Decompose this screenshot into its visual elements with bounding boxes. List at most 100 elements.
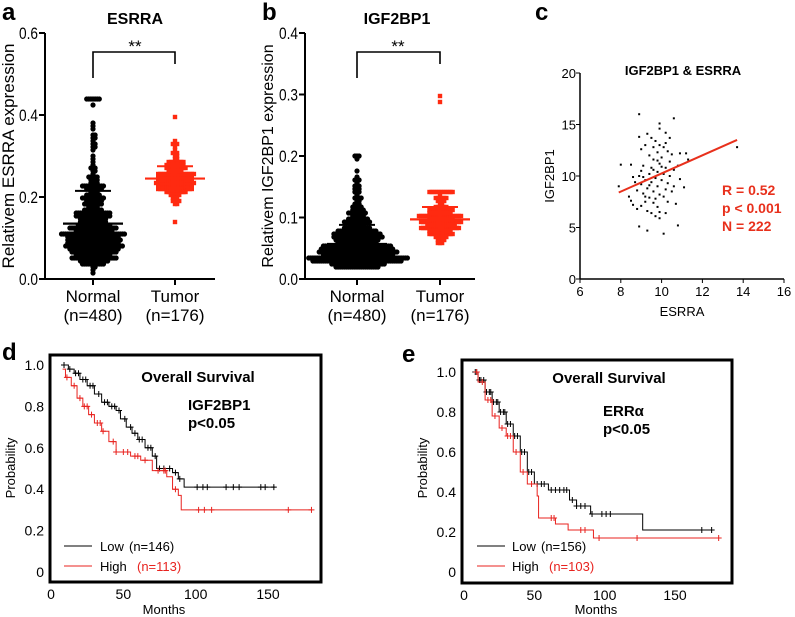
- data-point: [427, 228, 432, 234]
- data-point: [668, 160, 671, 163]
- data-point: [642, 164, 645, 167]
- data-point: [390, 252, 396, 258]
- data-point: [172, 219, 178, 225]
- data-point: [619, 163, 622, 166]
- censor-mark: [715, 535, 722, 541]
- y-tick-label: 0.2: [19, 188, 38, 207]
- data-point: [177, 192, 182, 198]
- data-point: [156, 183, 161, 189]
- panel-label-d: d: [2, 339, 17, 366]
- data-point: [77, 216, 83, 222]
- group-normal: [58, 96, 128, 276]
- data-point: [668, 175, 671, 177]
- data-point: [652, 158, 655, 161]
- censor-mark: [236, 484, 243, 491]
- data-point: [670, 190, 673, 193]
- data-point: [191, 171, 197, 177]
- data-point: [672, 168, 675, 171]
- data-point: [642, 176, 645, 179]
- data-point: [664, 212, 667, 215]
- data-point: [174, 201, 180, 207]
- data-point: [672, 117, 675, 120]
- x-axis-label-e: Months: [575, 602, 618, 617]
- x-sublabel-normal-a: (n=480): [63, 306, 122, 325]
- annotation-gene-e: ERRα: [603, 403, 645, 420]
- data-point: [94, 180, 100, 186]
- censor-mark: [204, 484, 211, 491]
- y-tick-label: 0.2: [279, 147, 298, 166]
- data-point: [156, 174, 161, 180]
- censor-mark: [520, 469, 527, 475]
- data-point: [174, 150, 180, 156]
- censor-mark: [607, 511, 614, 517]
- x-tick-label: 8: [617, 284, 624, 299]
- data-point: [640, 204, 643, 207]
- data-point: [121, 231, 128, 237]
- data-point: [189, 186, 194, 192]
- data-point: [448, 210, 453, 216]
- x-tick-label: 10: [654, 284, 668, 299]
- censor-mark: [131, 430, 138, 437]
- data-point: [103, 216, 109, 222]
- data-point: [191, 180, 197, 186]
- data-point: [394, 249, 400, 255]
- censor-mark: [501, 409, 508, 415]
- x-axis-label-d: Months: [143, 602, 186, 617]
- data-point: [329, 261, 335, 267]
- censor-mark: [71, 382, 78, 389]
- data-point: [660, 156, 663, 159]
- data-point: [437, 93, 443, 99]
- data-point: [418, 219, 424, 225]
- data-point: [156, 177, 161, 183]
- data-point: [379, 234, 385, 240]
- data-point: [310, 258, 316, 264]
- plot-frame: [48, 353, 323, 584]
- censor-mark: [124, 448, 131, 455]
- x-tick-label: 16: [777, 284, 791, 299]
- stat-p: p < 0.001: [722, 200, 782, 216]
- y-axis-label-c: IGF2BP1: [542, 149, 557, 202]
- y-tick-label: 0.4: [279, 24, 298, 43]
- data-point: [666, 200, 669, 203]
- censor-mark: [152, 453, 159, 460]
- censor-mark: [589, 511, 596, 517]
- data-point: [736, 146, 739, 149]
- data-point: [448, 228, 453, 234]
- data-point: [685, 152, 688, 155]
- data-point: [627, 195, 630, 198]
- data-point: [648, 196, 651, 199]
- data-point: [346, 216, 352, 222]
- censor-mark: [507, 421, 514, 427]
- data-point: [98, 207, 104, 213]
- censor-mark: [176, 475, 183, 482]
- data-point: [360, 213, 366, 219]
- annotation-p-d: p<0.05: [188, 415, 235, 432]
- data-point: [437, 192, 443, 198]
- censor-mark: [270, 484, 277, 491]
- group-normal: [306, 153, 410, 270]
- data-point: [433, 234, 438, 240]
- data-point: [650, 136, 653, 139]
- data-point: [658, 217, 661, 220]
- y-tick-label: 0: [36, 564, 44, 580]
- data-point: [439, 240, 445, 246]
- data-point: [94, 174, 100, 180]
- x-tick-label: 150: [256, 586, 280, 602]
- data-point: [660, 179, 663, 182]
- data-point: [617, 185, 620, 188]
- data-point: [648, 172, 651, 175]
- data-point: [367, 225, 373, 231]
- data-point: [648, 154, 651, 157]
- x-tick-label: 150: [663, 587, 687, 603]
- data-point: [352, 177, 358, 183]
- censor-mark: [507, 433, 514, 439]
- y-tick-label: 0: [569, 272, 576, 287]
- data-point: [425, 222, 430, 228]
- x-tick-label: 100: [184, 586, 208, 602]
- plot-area-d: 0 0.2 0.4 0.6 0.8 1.0 0 50 100 150: [25, 353, 323, 602]
- data-point: [650, 166, 653, 169]
- y-tick-label: 0.4: [19, 106, 38, 125]
- y-tick-label: 0.8: [437, 404, 457, 420]
- data-point: [433, 195, 438, 201]
- data-point: [630, 199, 632, 202]
